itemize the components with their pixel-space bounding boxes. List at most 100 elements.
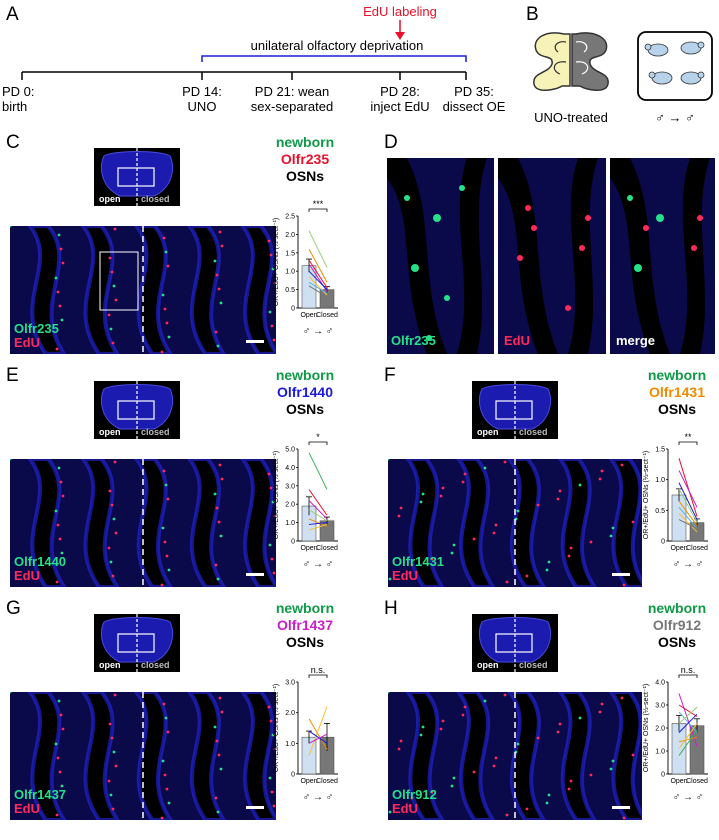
significance-label: n.s. — [681, 665, 696, 675]
micrograph-labels-g: Olfr1437 EdU — [14, 788, 66, 816]
paired-line — [678, 704, 698, 717]
x-tick-label: Open — [300, 545, 317, 552]
x-tick-label: Closed — [686, 778, 708, 785]
significance-label: n.s. — [311, 665, 326, 675]
y-tick-label: 2.5 — [285, 214, 295, 221]
x-tick-label: Closed — [316, 545, 338, 552]
timepoint-pd35: PD 35: dissect OE — [442, 84, 506, 114]
micrograph-labels-e: Olfr1440 EdU — [14, 555, 66, 583]
legend-h: newborn Olfr912 OSNs — [642, 600, 712, 651]
y-tick-label: 0 — [291, 539, 295, 546]
y-tick-label: 4.0 — [655, 680, 665, 687]
bar-chart-c: OR+/EdU+ OSNs (½-sect⁻¹) 0 0.5 1.0 1.5 2.0 2.5… — [272, 190, 344, 340]
y-axis-label: OR+/EdU+ OSNs (½-sect⁻¹) — [272, 684, 280, 773]
legend-f: newborn Olfr1431 OSNs — [642, 367, 712, 418]
thumbnail-closed-label: closed — [141, 427, 170, 437]
legend-receptor: Olfr1437 — [276, 617, 334, 633]
sex-label: ♂ → ♂ — [303, 792, 334, 803]
micrograph-receptor-label: Olfr1431 — [392, 554, 445, 569]
legend-osns: OSNs — [657, 401, 697, 417]
y-tick-label: 1.5 — [655, 447, 665, 454]
y-tick-label: 4.0 — [285, 465, 295, 472]
mice-icon — [644, 41, 705, 85]
bar-chart-g: OR+/EdU+ OSNs (½-sect⁻¹) 0 1.0 2.0 3.0 Open Cl… — [272, 656, 344, 806]
thumbnail-open-label: open — [99, 427, 121, 437]
thumbnail-open-label: open — [477, 660, 499, 670]
significance-bracket — [308, 208, 328, 212]
y-tick-label: 2.0 — [655, 726, 665, 733]
y-tick-label: 3.0 — [655, 703, 665, 710]
paired-line — [308, 706, 328, 756]
legend-c: newborn Olfr235 OSNs — [270, 134, 340, 185]
y-axis-label: OR+/EdU+ OSNs (½-sect⁻¹) — [642, 684, 650, 773]
micrograph-texture — [10, 692, 276, 820]
micrograph-edu-label: EdU — [14, 568, 40, 583]
sex-label: ♂ → ♂ — [303, 326, 334, 337]
paired-line — [308, 259, 328, 289]
chart-svg: OR+/EdU+ OSNs (½-sect⁻¹) 0 1.0 2.0 3.0 OpenCl… — [272, 665, 338, 803]
micrograph-edu-label: EdU — [14, 801, 40, 816]
y-tick-label: 0.5 — [655, 508, 665, 515]
y-tick-label: 3.0 — [285, 680, 295, 687]
y-tick-label: 0 — [291, 306, 295, 313]
micrograph-d-label-olfr: Olfr235 — [391, 333, 436, 348]
micrograph-e: Olfr1440 EdU — [10, 459, 276, 587]
paired-line — [308, 523, 328, 531]
paired-line — [678, 488, 698, 523]
panel-label-b: B — [526, 4, 539, 25]
paired-line — [308, 500, 328, 520]
significance-bracket — [308, 674, 328, 678]
legend-receptor: Olfr1431 — [648, 384, 706, 400]
micrograph-c: Olfr235 EdU — [10, 226, 276, 354]
micrograph-f: Olfr1431 EdU — [388, 459, 642, 587]
timepoint-pd28: PD 28: inject EdU — [370, 84, 430, 114]
legend-newborn: newborn — [647, 367, 707, 383]
micrograph-receptor-label: Olfr1440 — [14, 554, 67, 569]
paired-line — [678, 500, 698, 526]
y-axis-label: OR+/EdU+ OSNs (½-sect⁻¹) — [272, 451, 280, 540]
chart-svg: OR+/EdU+ OSNs (½-sect⁻¹) 0 1.0 2.0 3.0 4.0 5.0… — [272, 432, 338, 570]
micrograph-d-merge: merge — [610, 158, 715, 354]
thumbnail-drawing — [100, 381, 174, 439]
sex-label: ♂ → ♂ — [673, 559, 704, 570]
section-thumbnail-h: open closed — [472, 614, 558, 672]
thumbnail-drawing — [100, 148, 174, 206]
micrograph-d-label-edu: EdU — [504, 333, 530, 348]
paired-line — [678, 482, 698, 520]
section-thumbnail-e: open closed — [94, 381, 180, 439]
x-tick-label: Open — [300, 312, 317, 319]
section-thumbnail-c: open closed — [94, 148, 180, 206]
paired-line — [678, 713, 698, 733]
paired-line — [308, 452, 328, 490]
micrograph-edu-label: EdU — [392, 568, 418, 583]
y-tick-label: 1.0 — [655, 477, 665, 484]
y-tick-label: 1.0 — [655, 749, 665, 756]
paired-line — [678, 723, 698, 749]
edu-arrowhead — [395, 32, 405, 40]
micrograph-texture — [10, 226, 276, 354]
micrograph-edu-label: EdU — [14, 335, 40, 350]
micrograph-labels-c: Olfr235 EdU — [14, 322, 59, 350]
timepoint-pd21: PD 21: wean sex-separated — [250, 84, 334, 114]
uno-treated-label: UNO-treated — [534, 110, 608, 125]
bar-chart-h: OR+/EdU+ OSNs (½-sect⁻¹) 0 1.0 2.0 3.0 4.0 Ope… — [642, 656, 714, 806]
y-tick-label: 2.0 — [285, 710, 295, 717]
micrograph-receptor-label: Olfr235 — [14, 321, 59, 336]
paired-line — [308, 230, 328, 268]
bar-chart-f: OR+/EdU+ OSNs (½-sect⁻¹) 0 0.5 1.0 1.5 Open Cl… — [642, 423, 714, 573]
y-tick-label: 1.0 — [285, 741, 295, 748]
micrograph-d1-texture — [387, 158, 487, 354]
sex-label: ♂ → ♂ — [673, 792, 704, 803]
significance-bracket — [308, 441, 328, 445]
paired-line — [678, 506, 698, 530]
paired-line — [308, 489, 328, 516]
panel-label-f: F — [384, 365, 396, 386]
legend-newborn: newborn — [647, 600, 707, 616]
y-axis-label: OR+/EdU+ OSNs (½-sect⁻¹) — [272, 218, 280, 307]
panel-label-a: A — [6, 4, 19, 25]
paired-line — [308, 509, 328, 522]
thumbnail-drawing — [478, 614, 552, 672]
y-tick-label: 1.5 — [285, 250, 295, 257]
micrograph-d-edu: EdU — [498, 158, 606, 354]
paired-line — [308, 276, 328, 296]
